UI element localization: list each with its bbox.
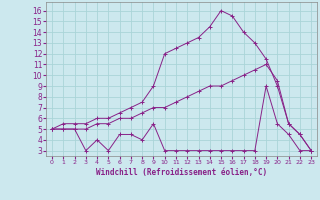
X-axis label: Windchill (Refroidissement éolien,°C): Windchill (Refroidissement éolien,°C)	[96, 168, 267, 177]
